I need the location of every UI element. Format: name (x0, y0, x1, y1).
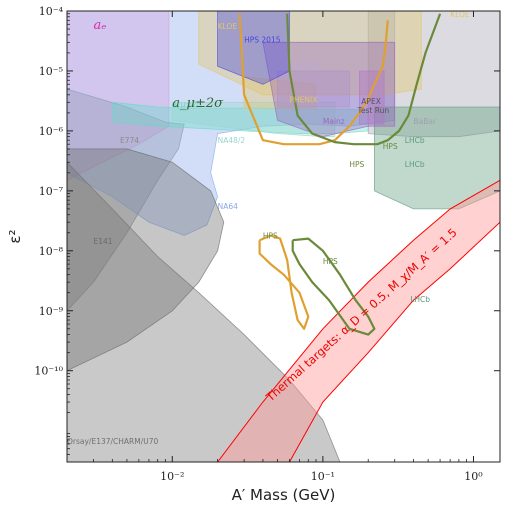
contour-hps-4 (291, 237, 376, 336)
symbol-label-2: a_μ±2σ (172, 96, 224, 111)
label-babar-10: BaBar (414, 117, 437, 126)
y-tick-label-5: 10⁻⁸ (39, 245, 64, 258)
y-tick-label-6: 10⁻⁹ (39, 305, 64, 318)
label-na48-2-12: NA48/2 (218, 136, 246, 145)
plot-regions: aₑ a_μ±2σ KLOE HPS 2015 HADES PHENIX APEXTest … (67, 10, 500, 462)
region-apex-test-run (359, 70, 385, 125)
region-hps-2015 (217, 11, 290, 85)
thermal-band-upper (217, 179, 500, 462)
region-orsay-e137-charm-u70 (67, 161, 341, 462)
label-lhcb-11: LHCb (405, 136, 425, 145)
label-hps-2015-4: HPS 2015 (244, 35, 281, 44)
label-e774-13: E774 (120, 136, 139, 145)
label-phenix-6: PHENIX (290, 95, 318, 104)
y-tick-label-2: 10⁻⁵ (39, 65, 63, 78)
y-tick-label-4: 10⁻⁷ (39, 185, 64, 198)
contour-hps-2 (286, 13, 442, 146)
label-kloe-23: KLOE (450, 10, 470, 19)
x-tick-label-1: 10⁻² (160, 470, 184, 483)
label-mainz-9: Mainz (323, 117, 345, 126)
y-tick-label-1: 10⁻⁴ (39, 5, 64, 18)
label-hps-17: HPS (349, 160, 364, 169)
symbol-label-1: aₑ (94, 18, 107, 33)
region-a-e (67, 11, 170, 181)
x-tick-label-2: 10⁻¹ (311, 470, 335, 483)
region-na64 (67, 11, 396, 236)
region-mainz (262, 41, 396, 138)
x-tick-label-3: 10⁰ (464, 470, 483, 483)
label-lhcb-21: LHCb (410, 295, 430, 304)
label-e141-15: E141 (94, 237, 113, 246)
thermal-band-lower (289, 221, 500, 462)
label-orsay-e137-charm-u70-16: Orsay/E137/CHARM/U70 (67, 437, 159, 446)
label-apex-7: APEX (361, 97, 381, 106)
contour-hps-3 (258, 234, 310, 330)
y-tick-label-3: 10⁻⁶ (39, 125, 64, 138)
region-e774 (67, 88, 185, 312)
label-lhcb-22: LHCb (405, 160, 425, 169)
label-hps-20: HPS (323, 257, 338, 266)
region-lhcb (373, 106, 500, 210)
label-test-run-8: Test Run (357, 106, 390, 115)
thermal-band-fill (217, 180, 500, 462)
label-na64-14: NA64 (218, 202, 239, 211)
label-hades-5: HADES (295, 62, 321, 71)
y-tick-label-7: 10⁻¹⁰ (34, 365, 63, 378)
x-axis-title: A′ Mass (GeV) (232, 486, 336, 504)
region-babar (367, 11, 500, 138)
plot-background (67, 11, 500, 462)
label-hps-18: HPS (383, 142, 398, 151)
contour-hps-1 (238, 13, 389, 146)
plot-frame (66, 10, 501, 463)
label-a-2-2: a_μ±2σ (172, 100, 201, 109)
y-axis-title: ε² (6, 229, 24, 243)
label-a-1: aₑ (94, 22, 102, 31)
region-kloe (198, 11, 422, 96)
label-kloe-3: KLOE (218, 22, 238, 31)
label-hps-19: HPS (263, 232, 278, 241)
region-e141 (67, 148, 225, 372)
